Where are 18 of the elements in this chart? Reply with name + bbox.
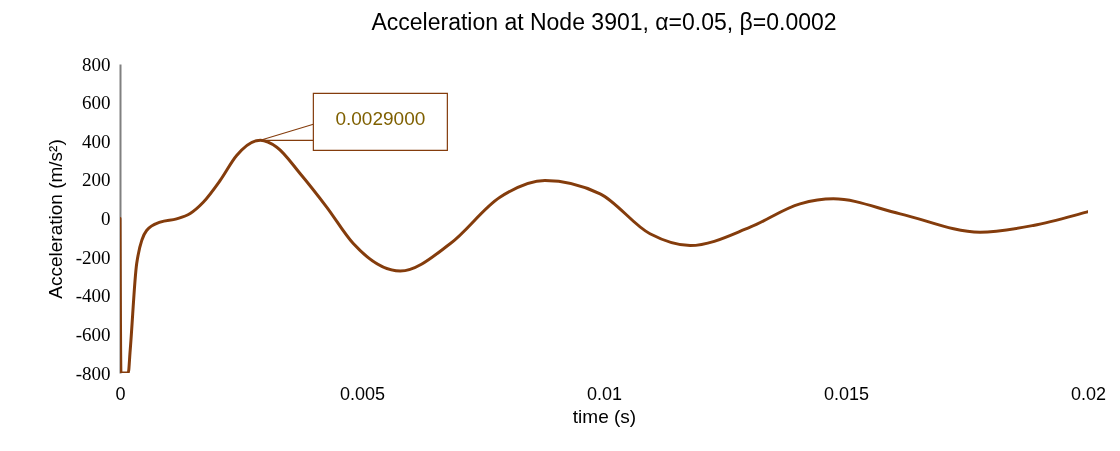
y-tick-label: 600: [82, 92, 111, 114]
y-tick-label: 400: [82, 130, 111, 152]
x-axis-title: time (s): [572, 405, 637, 427]
chart-title: Acceleration at Node 3901, α=0.05, β=0.0002: [371, 9, 837, 35]
y-tick-label: -400: [75, 285, 111, 307]
annotation: 0.0029000: [335, 108, 426, 130]
y-tick-label: -200: [75, 246, 111, 268]
x-tick-label: 0.005: [339, 383, 386, 404]
x-tick-label: 0.015: [823, 383, 870, 404]
x-tick-label: 0.01: [586, 383, 623, 404]
y-axis-title: Acceleration (m/s²): [44, 139, 66, 299]
y-tick-label: -800: [75, 362, 111, 384]
x-tick-label: 0: [115, 383, 126, 404]
y-tick-label: 0: [101, 208, 111, 229]
x-tick-label: 0.02: [1070, 383, 1107, 404]
y-tick-label: 200: [82, 169, 111, 191]
y-tick-label: -600: [75, 323, 111, 345]
y-tick-label: 800: [82, 53, 111, 75]
